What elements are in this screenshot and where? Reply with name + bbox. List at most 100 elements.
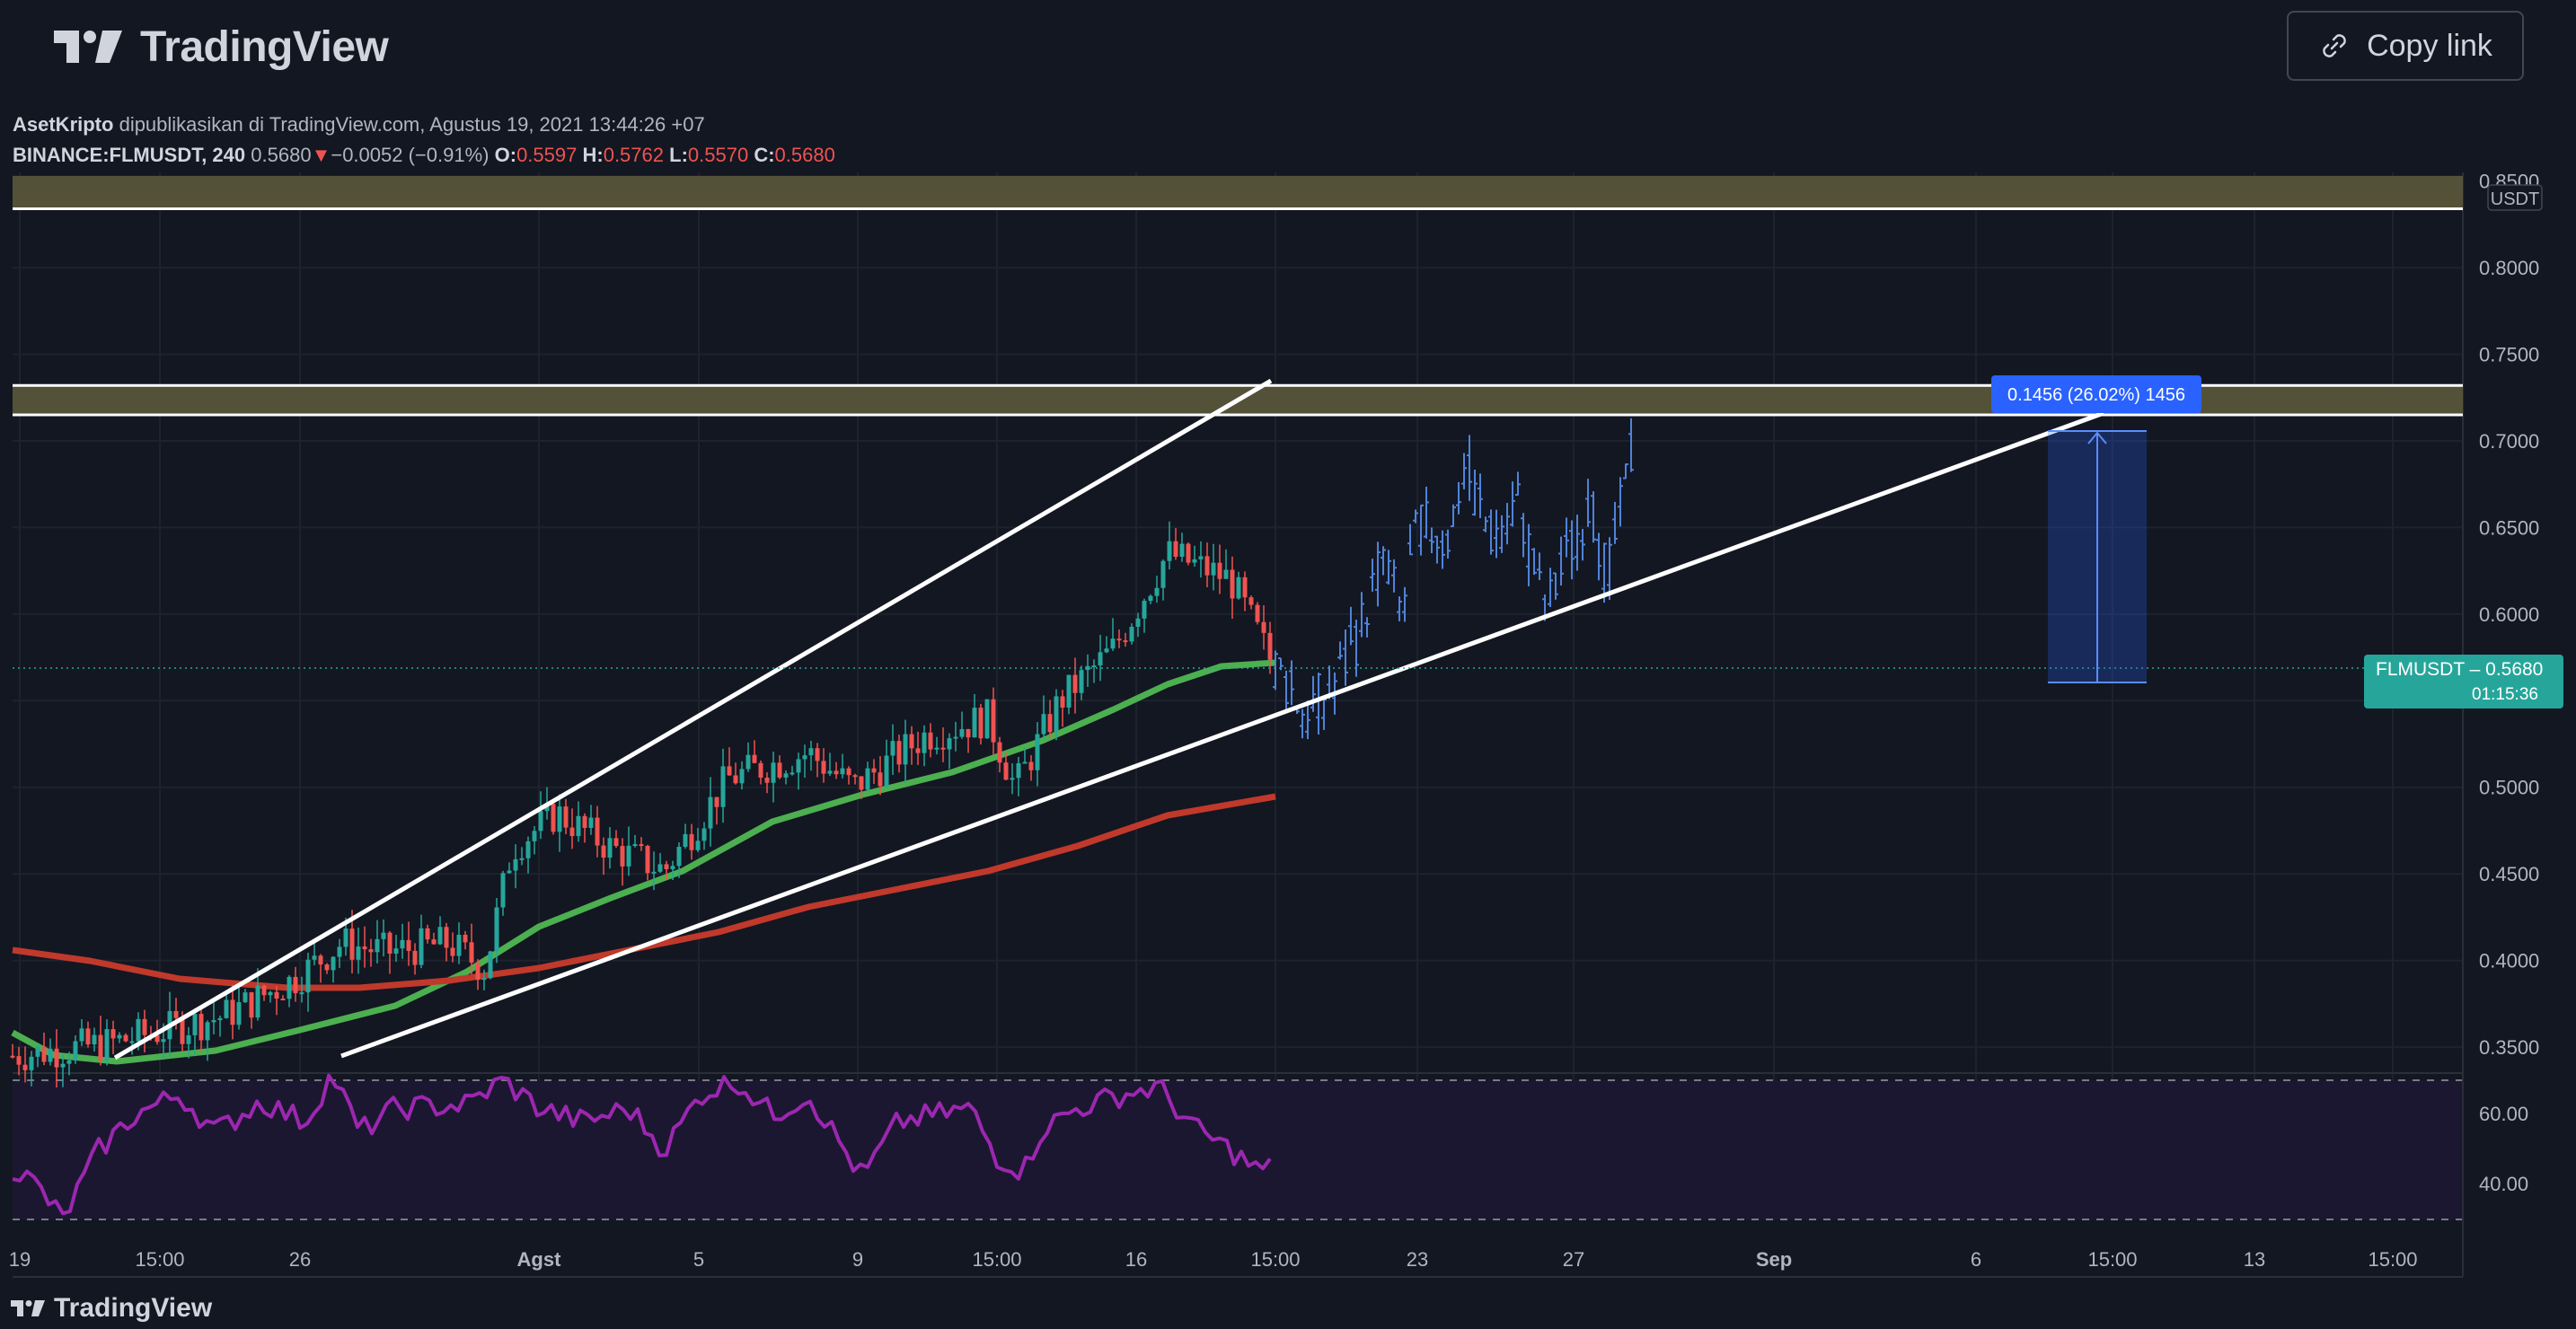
candle-body: [349, 929, 355, 960]
candle-body: [915, 748, 921, 753]
candle-body: [1267, 632, 1273, 660]
candle-body: [500, 873, 506, 908]
candle-body: [1179, 543, 1185, 558]
candle-body: [783, 773, 789, 778]
candle-body: [73, 1041, 78, 1061]
candle-body: [739, 769, 745, 784]
candle-body: [217, 1017, 223, 1021]
candle-body: [940, 747, 946, 750]
candle-body: [456, 934, 462, 956]
candle-body: [1255, 604, 1260, 622]
price-change: −0.0052 (−0.91%): [331, 144, 490, 166]
candle-body: [1242, 576, 1248, 598]
candle-body: [268, 991, 273, 996]
candle-body: [236, 1002, 242, 1025]
time-axis[interactable]: 19 15:00 26 Agst 5 9 15:00 16 15:00 23 27 Sep 6 15:00…: [9, 1248, 2418, 1271]
candle-body: [406, 939, 411, 951]
candle-body: [142, 1018, 147, 1035]
trendlines-layer: [13, 378, 2463, 1061]
candle-body: [186, 1034, 191, 1044]
candle-body: [758, 762, 763, 779]
close-value: 0.5680: [774, 144, 835, 166]
copy-link-button[interactable]: Copy link: [2287, 11, 2524, 81]
time-tick-label: 26: [289, 1248, 311, 1271]
candle-body: [727, 766, 732, 776]
rsi-band: [13, 1080, 2463, 1219]
candle-body: [1230, 569, 1235, 599]
price-tick-label: 0.5000: [2479, 777, 2539, 799]
rsi-tick-label: 40.00: [2479, 1173, 2528, 1195]
candle-body: [947, 738, 952, 750]
tradingview-logo[interactable]: TradingView: [54, 20, 389, 74]
candle-body: [745, 754, 751, 770]
candle-body: [922, 732, 927, 753]
candle-body: [425, 928, 430, 940]
price-tick-label: 0.6500: [2479, 516, 2539, 539]
candle-body: [419, 928, 424, 965]
candle-body: [664, 864, 669, 869]
candle-body: [519, 858, 525, 860]
candle-body: [10, 1055, 15, 1058]
footer-logo-icon: [11, 1300, 45, 1316]
publication-line: AsetKripto dipublikasikan di TradingView…: [13, 110, 835, 140]
candle-body: [613, 838, 619, 847]
footer-logo[interactable]: TradingView: [11, 1293, 212, 1324]
candle-body: [393, 948, 399, 954]
candle-body: [450, 947, 455, 956]
time-tick-label: 15:00: [1250, 1248, 1300, 1271]
candle-body: [978, 708, 984, 739]
candle-body: [834, 770, 839, 775]
time-tick-label: 27: [1563, 1248, 1584, 1271]
price-axis[interactable]: 0.85000.80000.75000.70000.65000.60000.55…: [2364, 171, 2563, 1195]
candle-body: [230, 999, 235, 1025]
copy-link-label: Copy link: [2367, 28, 2492, 63]
candle-body: [840, 768, 845, 775]
time-tick-label: 15:00: [135, 1248, 184, 1271]
candle-body: [92, 1034, 97, 1045]
candle-body: [695, 841, 701, 850]
candle-body: [274, 991, 279, 999]
candle-body: [557, 806, 562, 832]
measure-tool[interactable]: 0.1456 (26.02%) 1456: [1991, 375, 2201, 683]
candle-body: [1186, 543, 1191, 563]
candle-body: [488, 951, 493, 979]
candle-body: [400, 939, 405, 949]
candle-body: [764, 778, 770, 783]
price-tick-label: 0.6000: [2479, 603, 2539, 626]
candle-body: [1198, 556, 1204, 559]
candle-body: [192, 1014, 198, 1035]
current-price: 0.5680: [251, 144, 312, 166]
candle-body: [173, 1010, 179, 1018]
candle-body: [312, 955, 317, 960]
candle-body: [1135, 618, 1141, 627]
time-tick-label: 13: [2244, 1248, 2265, 1271]
candle-body: [720, 766, 726, 807]
candle-body: [1085, 665, 1090, 671]
candle-body: [1016, 762, 1021, 779]
time-tick-label: 19: [9, 1248, 31, 1271]
candle-body: [305, 959, 311, 993]
candle-body: [997, 742, 1002, 763]
low-value: 0.5570: [687, 144, 749, 166]
candle-body: [431, 939, 437, 945]
candle-body: [375, 938, 380, 953]
candle-body: [331, 956, 336, 971]
price-tick-label: 0.8000: [2479, 257, 2539, 279]
candle-body: [513, 858, 518, 871]
time-tick-label: 15:00: [972, 1248, 1021, 1271]
currency-badge: [2487, 184, 2543, 211]
candle-body: [381, 932, 386, 939]
upper-trendline: [113, 378, 1273, 1061]
candle-body: [859, 776, 864, 790]
candle-body: [1142, 601, 1147, 619]
candle-body: [984, 699, 990, 739]
candle-body: [1072, 674, 1078, 693]
candle-body: [154, 1034, 160, 1043]
author-name[interactable]: AsetKripto: [13, 113, 114, 136]
candle-body: [1079, 670, 1084, 693]
tradingview-logo-icon: [54, 31, 122, 63]
candle-body: [752, 754, 757, 763]
lower-trendline: [340, 410, 2104, 1059]
candle-body: [532, 831, 537, 841]
